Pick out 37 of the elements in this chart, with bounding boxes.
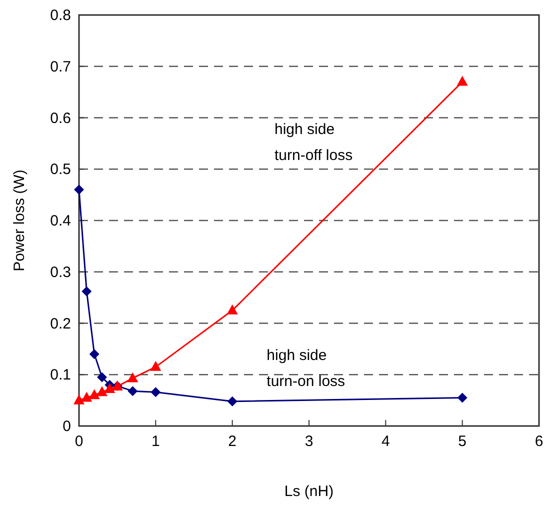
y-tick-label: 0: [62, 418, 71, 435]
point: [89, 349, 100, 360]
point: [150, 387, 161, 398]
x-tick-label: 0: [74, 433, 84, 450]
y-tick-label: 0.2: [50, 315, 71, 332]
x-tick-label: 4: [381, 433, 390, 450]
point: [150, 360, 162, 371]
y-tick-label: 0.7: [50, 58, 71, 76]
y-tick-label: 0.8: [50, 7, 71, 24]
point: [127, 372, 138, 382]
point: [227, 396, 238, 406]
point: [82, 286, 92, 296]
y-tick-label: 0.4: [50, 212, 71, 230]
point: [74, 184, 84, 195]
point: [128, 386, 138, 396]
x-tick-label: 2: [228, 433, 237, 450]
x-axis-title: Ls (nH): [284, 483, 334, 500]
x-tick-label: 1: [151, 433, 160, 450]
point: [104, 383, 116, 394]
point: [74, 394, 84, 404]
point: [88, 389, 100, 400]
y-tick-label: 0.1: [50, 366, 71, 384]
point: [457, 392, 468, 403]
annotation: high side turn-on loss: [266, 347, 346, 390]
point: [96, 386, 108, 396]
y-axis-title: Power loss (W): [11, 170, 28, 272]
point: [81, 392, 92, 402]
x-tick-label: 5: [458, 433, 467, 450]
y-tick-label: 0.6: [50, 110, 71, 127]
annotation: high side turn-off loss: [274, 121, 353, 164]
x-tick-label: 6: [534, 433, 544, 450]
point: [456, 76, 468, 86]
point: [226, 304, 238, 314]
y-tick-label: 0.5: [50, 161, 71, 178]
y-tick-label: 0.3: [50, 264, 71, 281]
x-tick-label: 3: [304, 433, 314, 450]
point: [97, 372, 107, 382]
